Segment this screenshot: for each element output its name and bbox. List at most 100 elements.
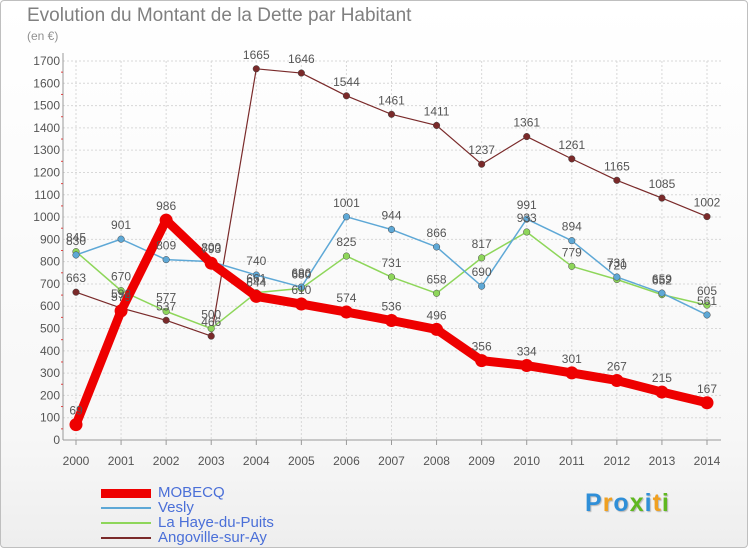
data-point bbox=[294, 297, 308, 311]
data-label: 779 bbox=[562, 245, 582, 259]
data-point bbox=[162, 307, 170, 315]
data-point bbox=[568, 262, 576, 270]
data-label: 579 bbox=[111, 290, 131, 304]
data-label: 1544 bbox=[333, 75, 360, 89]
y-tick-label: 300 bbox=[40, 366, 60, 380]
data-label: 731 bbox=[381, 256, 401, 270]
data-label: 793 bbox=[201, 242, 221, 256]
data-label: 1002 bbox=[694, 196, 721, 210]
y-tick-label: 1400 bbox=[33, 121, 60, 135]
data-label: 661 bbox=[246, 272, 266, 286]
data-label: 1085 bbox=[649, 177, 676, 191]
x-tick-label: 2010 bbox=[513, 454, 540, 468]
y-tick-label: 1600 bbox=[33, 76, 60, 90]
data-label: 334 bbox=[517, 345, 537, 359]
data-label: 1665 bbox=[243, 48, 270, 62]
data-label: 1646 bbox=[288, 52, 315, 66]
legend-item: MOBECQ bbox=[101, 484, 421, 501]
data-point bbox=[117, 287, 125, 295]
data-point bbox=[613, 273, 621, 281]
data-label: 577 bbox=[156, 290, 176, 304]
x-tick-label: 2004 bbox=[243, 454, 270, 468]
data-point bbox=[658, 289, 666, 297]
data-point bbox=[204, 256, 218, 270]
legend-swatch bbox=[101, 537, 151, 539]
data-label: 1361 bbox=[513, 116, 540, 130]
logo-letter: r bbox=[602, 489, 614, 517]
data-point bbox=[703, 311, 711, 319]
data-label: 644 bbox=[246, 275, 266, 289]
data-label: 991 bbox=[517, 198, 537, 212]
legend-label: Vesly bbox=[158, 499, 194, 516]
data-point bbox=[568, 155, 576, 163]
data-point bbox=[339, 305, 353, 319]
logo-letter: o bbox=[613, 489, 630, 517]
x-tick-label: 2003 bbox=[198, 454, 225, 468]
data-point bbox=[207, 324, 215, 333]
data-label: 944 bbox=[381, 209, 401, 223]
data-point bbox=[252, 65, 260, 73]
data-point bbox=[72, 288, 80, 296]
data-point bbox=[385, 314, 398, 328]
data-point bbox=[478, 160, 486, 168]
legend-label: MOBECQ bbox=[158, 484, 225, 501]
x-tick-label: 2000 bbox=[63, 454, 90, 468]
data-point bbox=[523, 215, 531, 223]
data-label: 1237 bbox=[468, 143, 495, 157]
data-label: 845 bbox=[66, 231, 86, 245]
data-label: 69 bbox=[69, 404, 83, 418]
x-tick-label: 2008 bbox=[423, 454, 450, 468]
y-tick-label: 600 bbox=[40, 299, 60, 313]
data-point bbox=[478, 254, 486, 262]
x-tick-label: 2013 bbox=[649, 454, 676, 468]
y-tick-label: 1700 bbox=[33, 54, 60, 68]
y-tick-label: 0 bbox=[53, 433, 60, 447]
data-label: 658 bbox=[427, 272, 447, 286]
data-label: 690 bbox=[472, 265, 492, 279]
data-label: 830 bbox=[66, 234, 86, 248]
data-point bbox=[117, 235, 125, 243]
data-label: 496 bbox=[427, 308, 447, 322]
data-label: 500 bbox=[201, 308, 221, 322]
legend-item: Angoville-sur-Ay bbox=[101, 529, 421, 546]
x-tick-label: 2005 bbox=[288, 454, 315, 468]
x-tick-label: 2014 bbox=[694, 454, 721, 468]
y-tick-label: 1500 bbox=[33, 99, 60, 113]
data-label: 817 bbox=[472, 237, 492, 251]
data-label: 167 bbox=[697, 382, 717, 396]
data-label: 561 bbox=[697, 294, 717, 308]
legend-item: Vesly bbox=[101, 499, 421, 516]
y-tick-label: 1200 bbox=[33, 165, 60, 179]
logo-letter: i bbox=[661, 489, 670, 517]
data-point bbox=[162, 256, 170, 264]
legend-swatch bbox=[101, 507, 151, 509]
data-point bbox=[69, 418, 83, 432]
data-label: 1261 bbox=[558, 138, 585, 152]
data-label: 986 bbox=[156, 199, 176, 213]
data-point bbox=[430, 322, 444, 336]
chart-unit: (en €) bbox=[27, 29, 59, 43]
data-label: 731 bbox=[607, 256, 627, 270]
data-label: 301 bbox=[562, 352, 582, 366]
chart-title: Evolution du Montant de la Dette par Hab… bbox=[27, 5, 412, 26]
data-label: 1165 bbox=[604, 159, 630, 173]
data-label: 670 bbox=[111, 270, 131, 284]
logo-letter: t bbox=[652, 489, 662, 517]
data-label: 1411 bbox=[424, 104, 450, 118]
data-point bbox=[433, 289, 441, 297]
data-point bbox=[433, 121, 441, 129]
data-label: 215 bbox=[652, 371, 672, 385]
data-label: 825 bbox=[336, 235, 356, 249]
data-point bbox=[249, 289, 263, 303]
x-tick-label: 2009 bbox=[468, 454, 495, 468]
data-point bbox=[114, 304, 128, 318]
x-tick-label: 2012 bbox=[604, 454, 631, 468]
y-tick-label: 500 bbox=[40, 322, 60, 336]
y-tick-label: 700 bbox=[40, 277, 60, 291]
data-label: 592 bbox=[111, 287, 131, 301]
data-point bbox=[523, 133, 531, 141]
data-point bbox=[387, 273, 396, 281]
data-point bbox=[433, 243, 441, 251]
data-point bbox=[658, 194, 666, 202]
